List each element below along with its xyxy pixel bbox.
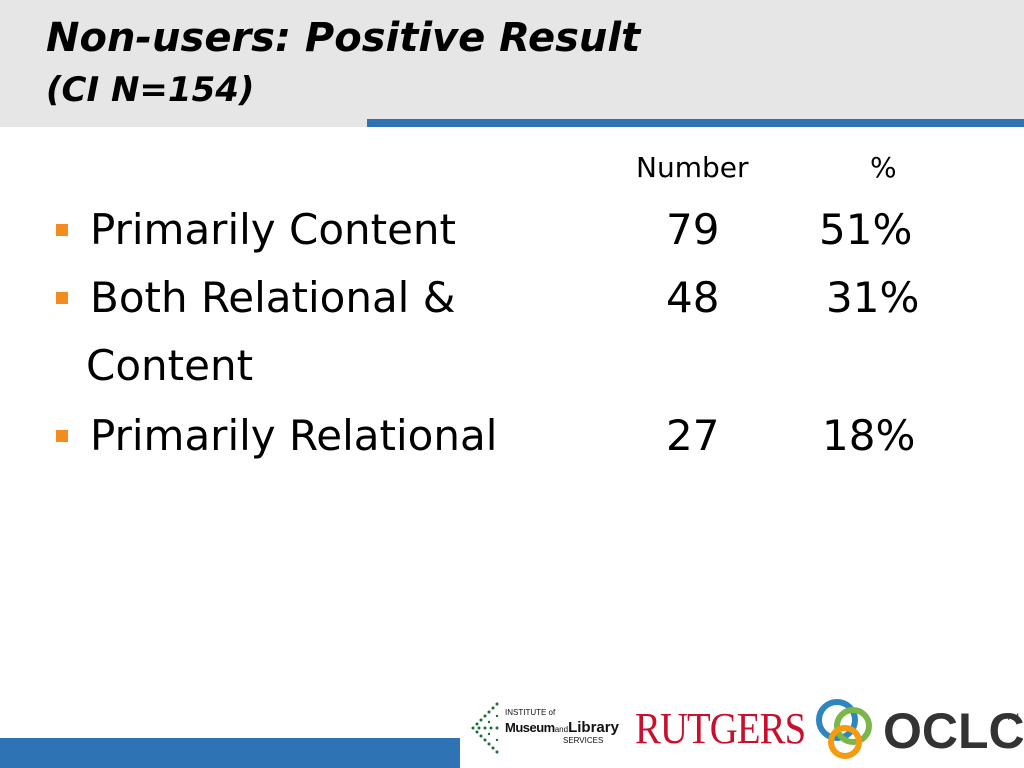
footer-logos: INSTITUTE of MuseumandLibrary SERVICES R… [465,692,1024,768]
row-label: Both Relational & [90,273,456,322]
row-percent: 18% [822,411,916,460]
footer-bar [0,738,460,768]
row-label: Primarily Relational [90,411,498,460]
column-header-number: Number [636,151,749,184]
trademark-mark: TM [1006,712,1019,722]
page-title: Non-users: Positive Result [46,15,641,61]
rutgers-logo: RUTGERS [635,704,806,753]
row-number: 79 [666,205,720,254]
oclc-rings-icon [816,699,872,759]
imls-logo-text: INSTITUTE of MuseumandLibrary SERVICES [505,708,619,745]
row-number: 48 [666,273,720,322]
row-percent: 51% [819,205,913,254]
header-rule [367,119,1024,127]
column-header-percent: % [870,151,897,184]
page-subtitle: (CI N=154) [46,70,255,110]
row-percent: 31% [826,273,920,322]
row-label-continuation: Content [86,341,254,390]
bullet-icon [56,430,68,442]
bullet-icon [56,292,68,304]
oclc-logo: OCLC [883,703,1024,759]
bullet-icon [56,224,68,236]
header-band [0,0,1024,127]
row-number: 27 [666,411,720,460]
imls-logo-icon [471,702,499,754]
row-label: Primarily Content [90,205,457,254]
